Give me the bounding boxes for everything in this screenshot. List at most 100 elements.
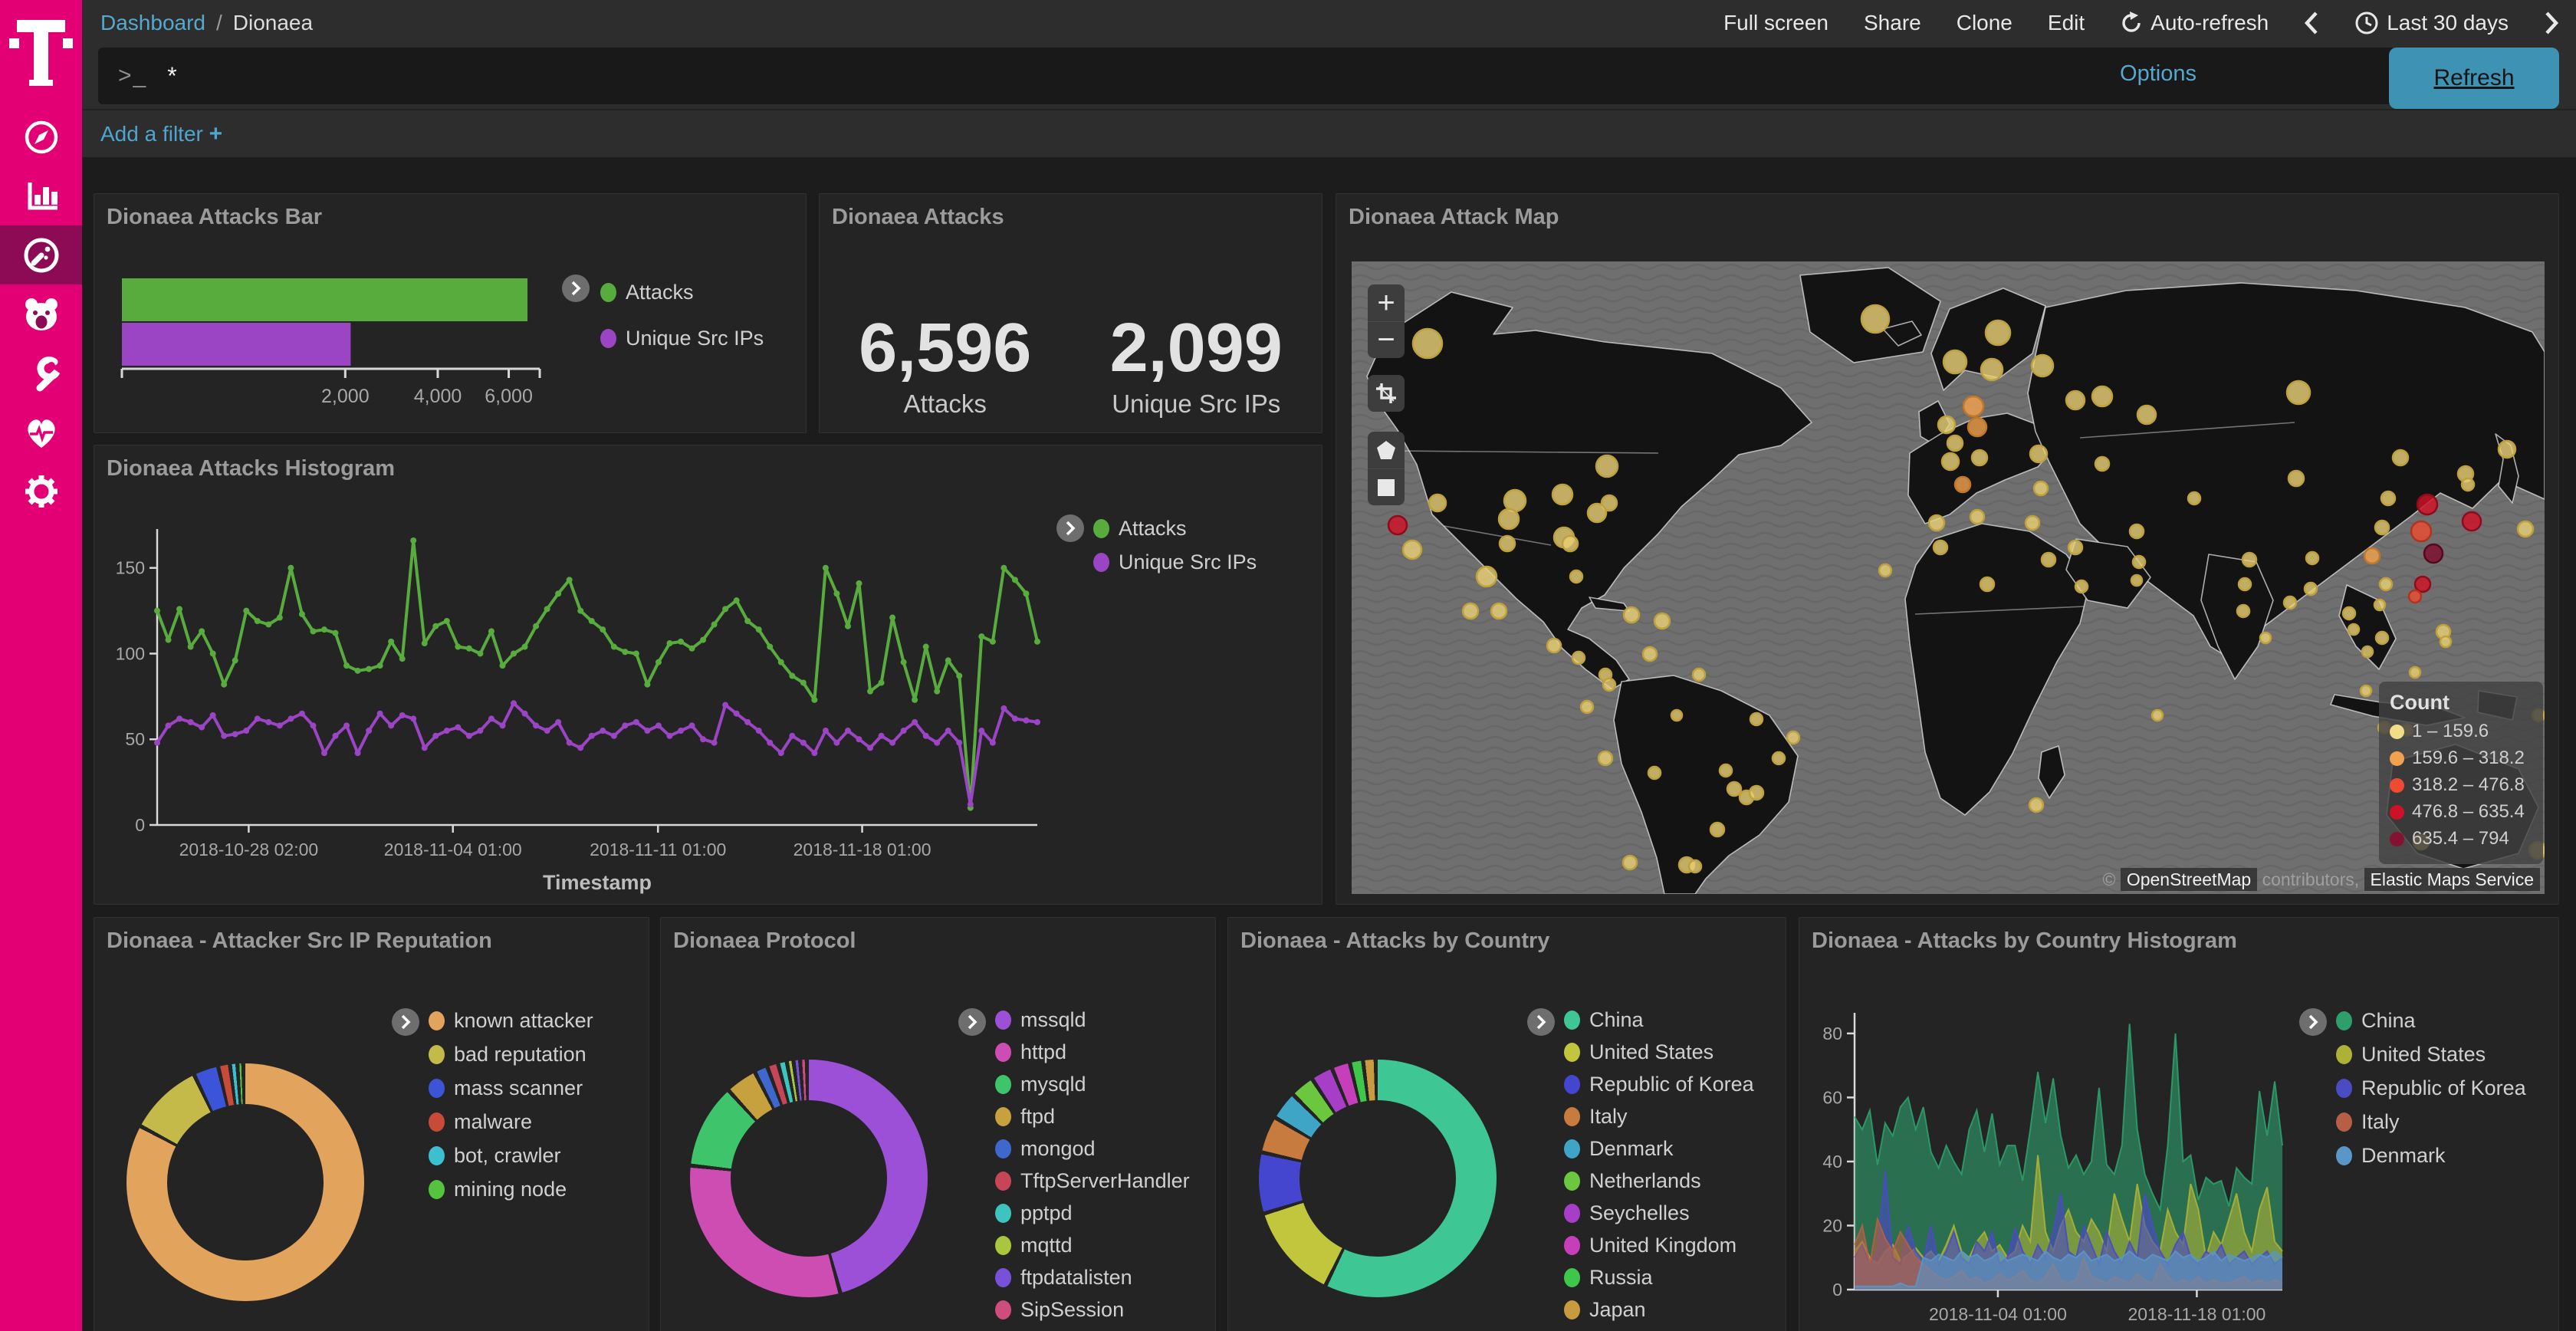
edit-button[interactable]: Edit xyxy=(2047,11,2085,35)
legend-item[interactable]: known attacker xyxy=(429,1004,593,1037)
map-legend-item: 1 – 159.6 xyxy=(2390,721,2532,742)
legend-item[interactable]: mysqld xyxy=(995,1068,1190,1100)
world-map[interactable] xyxy=(1352,261,2548,895)
attack-map[interactable]: + − xyxy=(1352,261,2548,895)
legend-item[interactable]: United Kingdom xyxy=(1564,1229,1754,1261)
legend-item[interactable]: malware xyxy=(429,1105,593,1139)
svg-text:60: 60 xyxy=(1822,1087,1842,1107)
legend-item[interactable]: mass scanner xyxy=(429,1071,593,1105)
country-borders xyxy=(1393,422,2295,615)
chevron-right-icon xyxy=(571,281,581,296)
legend-item[interactable]: Denmark xyxy=(2336,1139,2526,1172)
draw-rectangle-button[interactable] xyxy=(1368,468,1405,505)
sidebar-item-discover[interactable] xyxy=(0,107,82,166)
fit-bounds-button[interactable] xyxy=(1368,375,1405,412)
panel-protocol: Dionaea Protocol mssqld httpd mysqld ftpd mo… xyxy=(660,917,1216,1331)
legend-item[interactable]: Republic of Korea xyxy=(2336,1071,2526,1105)
legend-item[interactable]: Italy xyxy=(2336,1105,2526,1139)
ems-link[interactable]: Elastic Maps Service xyxy=(2364,868,2540,891)
legend-item[interactable]: Republic of Korea xyxy=(1564,1068,1754,1100)
search-input[interactable]: >_ * Options xyxy=(98,48,2396,104)
sidebar-item-honeypot[interactable] xyxy=(0,284,82,343)
chevron-right-icon xyxy=(401,1014,411,1030)
legend-item[interactable]: SipSession xyxy=(995,1293,1190,1326)
legend-item[interactable]: mqttd xyxy=(995,1229,1190,1261)
legend-toggle[interactable] xyxy=(958,1008,986,1036)
legend-toggle[interactable] xyxy=(1527,1008,1555,1036)
sidebar-item-dashboard[interactable] xyxy=(0,225,82,284)
osm-link[interactable]: OpenStreetMap xyxy=(2120,868,2258,891)
legend-item[interactable]: United States xyxy=(2336,1037,2526,1071)
add-filter-button[interactable]: Add a filter + xyxy=(100,120,223,146)
legend-item[interactable]: China xyxy=(1564,1004,1754,1036)
legend-item[interactable]: pptpd xyxy=(995,1197,1190,1229)
chart-legend: Attacks Unique Src IPs xyxy=(1093,511,1257,579)
breadcrumb: Dashboard / Dionaea xyxy=(100,11,313,35)
sidebar-item-devtools[interactable] xyxy=(0,343,82,403)
legend-item[interactable]: mining node xyxy=(429,1172,593,1206)
chart-legend: China United States Republic of Korea Italy… xyxy=(1564,1004,1754,1326)
metric-attacks: 6,596 Attacks xyxy=(859,309,1031,419)
legend-item[interactable]: httpd xyxy=(995,1036,1190,1068)
protocol-donut-chart[interactable] xyxy=(690,1060,928,1297)
share-button[interactable]: Share xyxy=(1864,11,1921,35)
legend-item[interactable]: bot, crawler xyxy=(429,1139,593,1172)
legend-item[interactable]: Denmark xyxy=(1564,1132,1754,1165)
legend-item[interactable]: ftpd xyxy=(995,1100,1190,1132)
chart-legend: mssqld httpd mysqld ftpd mongod TftpServerHan… xyxy=(995,1004,1190,1326)
attacks-bar-chart[interactable]: 2,000 4,000 6,000 xyxy=(110,277,550,422)
clone-button[interactable]: Clone xyxy=(1956,11,2013,35)
legend-item[interactable]: Japan xyxy=(1564,1293,1754,1326)
full-screen-button[interactable]: Full screen xyxy=(1723,11,1829,35)
legend-item[interactable]: Unique Src IPs xyxy=(1093,545,1257,579)
sidebar-item-management[interactable] xyxy=(0,462,82,521)
legend-item[interactable]: Seychelles xyxy=(1564,1197,1754,1229)
legend-item[interactable]: Netherlands xyxy=(1564,1165,1754,1197)
legend-toggle[interactable] xyxy=(1056,514,1084,542)
wrench-icon xyxy=(36,356,60,391)
svg-text:2,000: 2,000 xyxy=(321,386,370,407)
legend-item[interactable]: Attacks xyxy=(600,269,764,315)
chevron-right-icon[interactable] xyxy=(2544,11,2559,35)
attack-location-markers xyxy=(1387,304,2548,874)
legend-item[interactable]: Unique Src IPs xyxy=(600,315,764,361)
legend-item[interactable]: China xyxy=(2336,1004,2526,1037)
chevron-left-icon[interactable] xyxy=(2304,11,2319,35)
breadcrumb-dashboard[interactable]: Dashboard xyxy=(100,11,205,35)
legend-item[interactable]: Attacks xyxy=(1093,511,1257,545)
legend-item[interactable]: TftpServerHandler xyxy=(995,1165,1190,1197)
legend-toggle[interactable] xyxy=(2299,1008,2327,1036)
svg-text:2018-11-04 01:00: 2018-11-04 01:00 xyxy=(1929,1304,2067,1324)
draw-polygon-button[interactable] xyxy=(1368,432,1405,468)
reputation-donut-chart[interactable] xyxy=(127,1063,364,1301)
telekom-logo[interactable] xyxy=(0,8,82,92)
legend-item[interactable]: mongod xyxy=(995,1132,1190,1165)
auto-refresh-button[interactable]: Auto-refresh xyxy=(2120,11,2269,35)
legend-item[interactable]: Russia xyxy=(1564,1261,1754,1293)
metric-value: 6,596 xyxy=(859,310,1032,386)
country-donut-chart[interactable] xyxy=(1259,1060,1497,1297)
chevron-right-icon xyxy=(2308,1014,2318,1030)
panel-title: Dionaea Attacks xyxy=(832,205,1004,229)
zoom-out-button[interactable]: − xyxy=(1368,321,1405,358)
zoom-in-button[interactable]: + xyxy=(1368,284,1405,321)
options-link[interactable]: Options xyxy=(2120,61,2196,86)
panel-attacks-bar: Dionaea Attacks Bar 2,000 4,000 6,000 Atta… xyxy=(94,193,807,433)
refresh-button[interactable]: Refresh xyxy=(2389,48,2559,109)
legend-item[interactable]: United States xyxy=(1564,1036,1754,1068)
legend-item[interactable]: Italy xyxy=(1564,1100,1754,1132)
time-range-picker[interactable]: Last 30 days xyxy=(2354,11,2509,35)
sidebar xyxy=(0,0,82,1331)
legend-item[interactable]: ftpdatalisten xyxy=(995,1261,1190,1293)
legend-toggle[interactable] xyxy=(562,274,590,302)
sidebar-item-visualize[interactable] xyxy=(0,166,82,225)
svg-text:150: 150 xyxy=(116,558,145,578)
sidebar-item-monitoring[interactable] xyxy=(0,403,82,462)
legend-item[interactable]: mssqld xyxy=(995,1004,1190,1036)
legend-toggle[interactable] xyxy=(392,1008,419,1036)
attacks-histogram-chart[interactable]: 0 50 100 150 2018-10-28 02:00 2018-11-04 01:0… xyxy=(110,491,1045,898)
legend-item[interactable]: bad reputation xyxy=(429,1037,593,1071)
breadcrumb-current: Dionaea xyxy=(232,11,314,35)
panel-title: Dionaea Attack Map xyxy=(1349,205,1559,229)
country-histogram-chart[interactable]: 0 20 40 60 80 2018-11-04 01:00 2018-11-18 01:0… xyxy=(1815,987,2290,1331)
